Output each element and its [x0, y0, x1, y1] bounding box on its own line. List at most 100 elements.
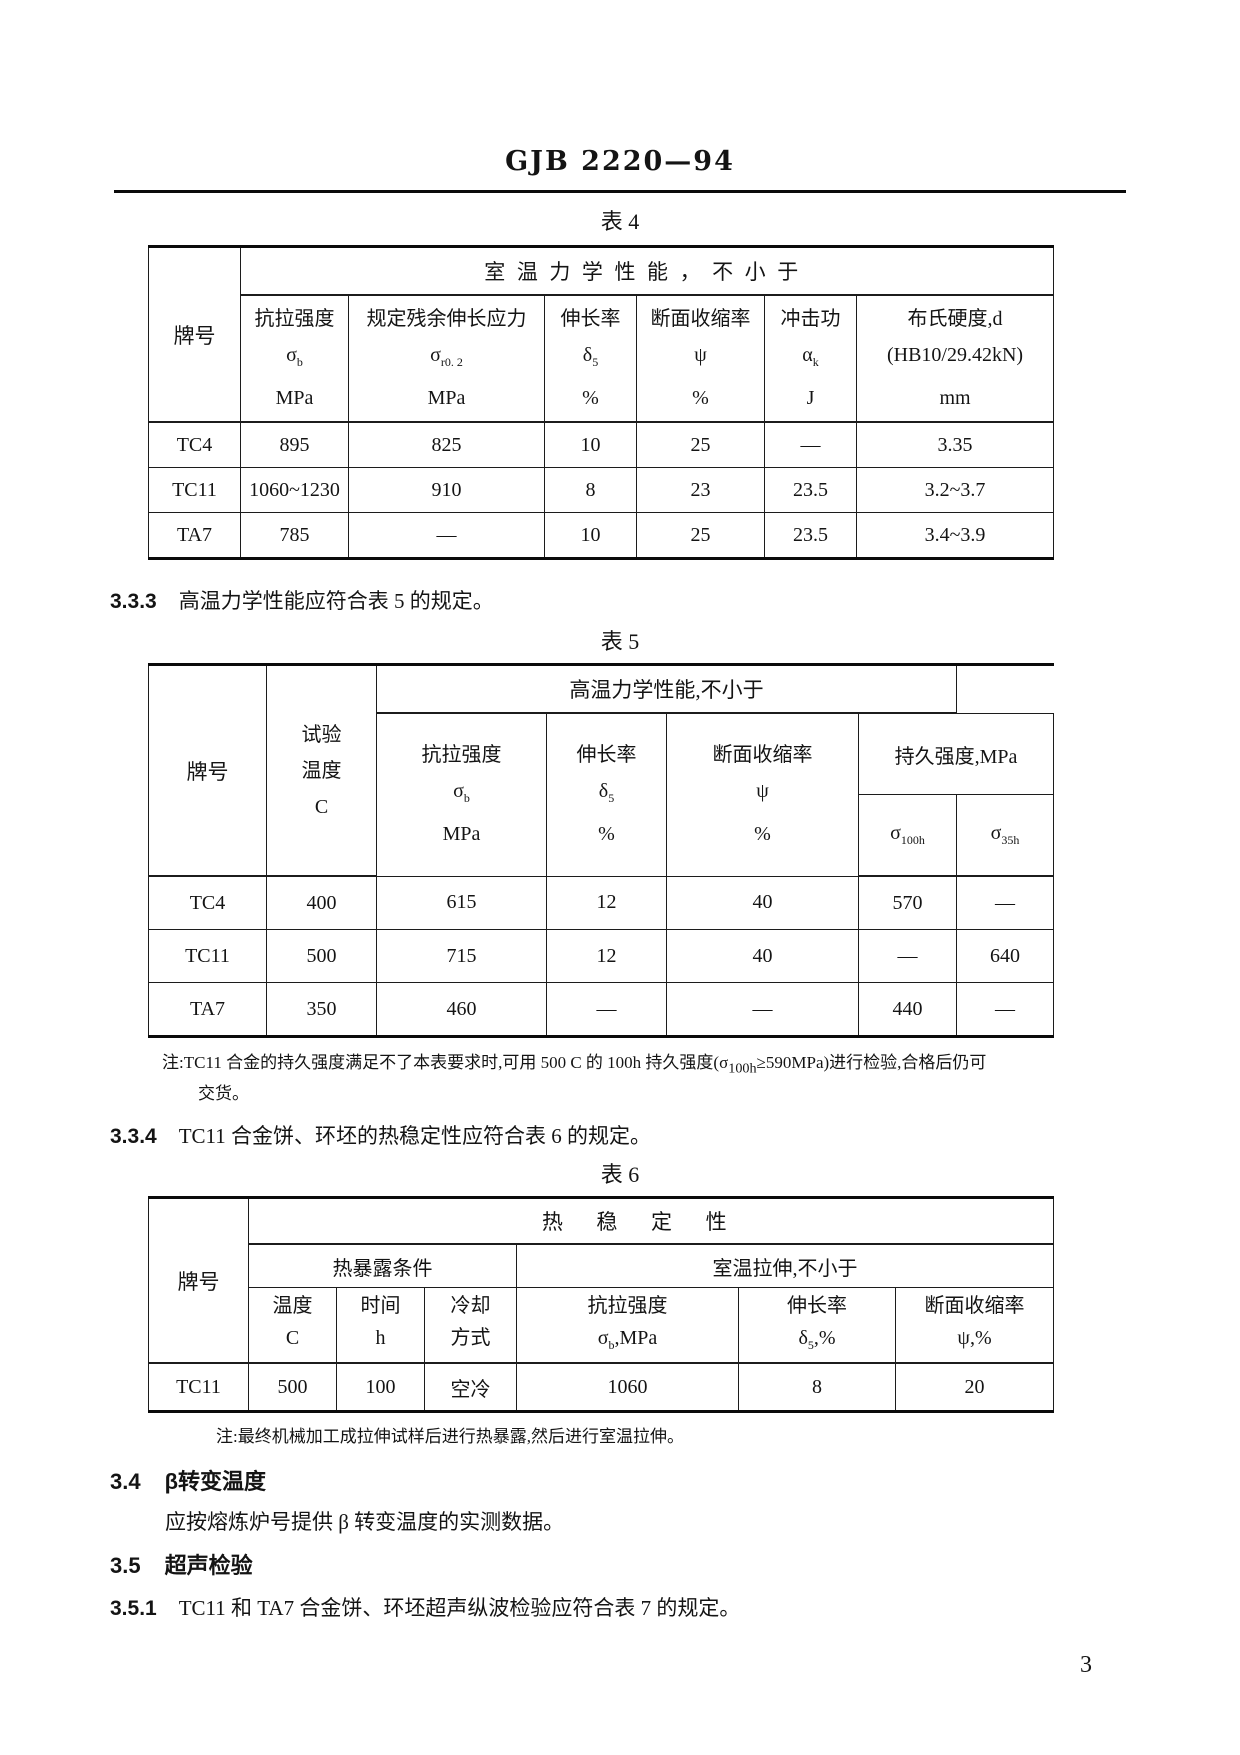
table5-cell: — — [858, 929, 957, 983]
grade-cell: TC11 — [148, 467, 241, 513]
table5-cell: 40 — [666, 929, 859, 983]
table-row: TC4 400 615 12 40 570 — — [148, 875, 1054, 930]
table5-cell: 350 — [266, 982, 377, 1037]
table6-cell: 1060 — [516, 1362, 739, 1413]
table4-cell: 10 — [544, 512, 637, 559]
table6-cell: 空冷 — [424, 1362, 517, 1413]
col-unit: C — [285, 1326, 300, 1349]
section-text: 高温力学性能应符合表 5 的规定。 — [178, 589, 494, 613]
col-title: 断面收缩率 — [924, 1294, 1025, 1317]
table4-col-impact: 冲击功 αk J — [764, 294, 857, 423]
col-title: 伸长率 — [787, 1294, 847, 1317]
table6-cell: 500 — [248, 1362, 337, 1413]
grade-cell: TC4 — [148, 421, 241, 468]
table5-cell: 640 — [956, 929, 1054, 983]
col-title: 抗拉强度 — [421, 744, 502, 767]
table4-span-header: 室温力学性能，不小于 — [239, 246, 1055, 296]
col-title: 伸长率 — [576, 744, 637, 767]
table5-subheader-row: 抗拉强度 σb MPa 伸长率 δ5 % 断面收缩率 ψ % 持久强度,MPa — [149, 712, 1054, 877]
table4-cell: 785 — [240, 512, 349, 559]
table5-cell: 615 — [376, 875, 547, 930]
grade-cell: TC11 — [148, 929, 267, 983]
col-unit: mm — [939, 387, 971, 409]
table5-temp-header: 试验 温度 C — [266, 664, 377, 877]
table6-cell: 20 — [894, 1362, 1055, 1413]
table5-cell: 12 — [546, 875, 667, 930]
col-title: 布氏硬度,d — [907, 308, 1003, 330]
table6-col-tensile: 抗拉强度 σb,MPa — [516, 1287, 739, 1365]
note-line: 交货。 — [198, 1084, 249, 1104]
col-symbol: δ5 — [598, 780, 615, 806]
table5-cell: 715 — [376, 929, 547, 983]
col-symbol: σr0. 2 — [430, 344, 463, 369]
table4-cell: 895 — [240, 421, 349, 468]
col-title: 抗拉强度 — [254, 308, 335, 330]
table6-col-reduction: 断面收缩率 ψ,% — [894, 1287, 1055, 1365]
grade-cell: TA7 — [148, 982, 267, 1037]
table6-grade-header: 牌号 — [148, 1197, 249, 1365]
table5-col-sigma35h: σ35h — [956, 794, 1054, 877]
section-3-5-1: 3.5.1 TC11 和 TA7 合金饼、环坯超声纵波检验应符合表 7 的规定。 — [110, 1593, 1240, 1624]
table4-cell: 910 — [348, 467, 545, 513]
table6-exposure-header: 热暴露条件 — [248, 1243, 517, 1289]
col-title: 伸长率 — [560, 308, 621, 330]
table5-col-elongation: 伸长率 δ5 % — [546, 712, 667, 877]
table5: 牌号 试验 温度 C 高温力学性能,不小于 抗拉强度 σb MPa 伸长率 δ5… — [148, 663, 1054, 1038]
table6-col-temp: 温度 C — [248, 1287, 337, 1365]
table4-cell: 25 — [636, 421, 765, 468]
table4-cell: 3.4~3.9 — [855, 512, 1055, 559]
table4-caption: 表 4 — [600, 209, 640, 234]
col-unit: MPa — [442, 823, 481, 846]
table4-cell: 23 — [636, 467, 765, 513]
col-title: 断面收缩率 — [712, 744, 813, 767]
col-unit: MPa — [275, 387, 314, 409]
table4-cell: 3.2~3.7 — [855, 467, 1055, 513]
col-title: 抗拉强度 — [587, 1294, 668, 1317]
table4-col-tensile: 抗拉强度 σb MPa — [240, 294, 349, 423]
section-number: 3.3.3 — [110, 590, 157, 613]
col-unit: % — [754, 823, 771, 846]
table5-col-sigma100h: σ100h — [858, 794, 957, 877]
table4-column-header-row: 抗拉强度 σb MPa 规定残余伸长应力 σr0. 2 MPa 伸长率 δ5 %… — [149, 294, 1055, 423]
col-symbol: ψ — [756, 780, 769, 803]
table6-cell: 100 — [336, 1362, 425, 1413]
table5-cell: 440 — [858, 982, 957, 1037]
table5-span-header: 高温力学性能,不小于 — [376, 664, 957, 714]
table5-col-tensile: 抗拉强度 σb MPa — [376, 712, 547, 877]
col-unit: J — [806, 387, 815, 409]
table4-cell: 3.35 — [855, 421, 1055, 468]
col-title: 冲击功 — [780, 308, 841, 330]
table4-cell: — — [348, 512, 545, 559]
table5-col-reduction: 断面收缩率 ψ % — [666, 712, 859, 877]
table5-cell: 40 — [666, 875, 859, 930]
table4-cell: 23.5 — [764, 512, 857, 559]
section-3-3-4: 3.3.4 TC11 合金饼、环坯的热稳定性应符合表 6 的规定。 — [110, 1121, 1240, 1152]
section-title: 超声检验 — [164, 1553, 253, 1579]
section-number: 3.3.4 — [110, 1125, 157, 1149]
table5-cell: — — [666, 982, 859, 1037]
table4-col-reduction: 断面收缩率 ψ % — [636, 294, 765, 423]
table5-grade-header: 牌号 — [148, 664, 267, 877]
grade-cell: TC11 — [148, 1362, 249, 1413]
table6-cell: 8 — [738, 1362, 896, 1413]
table6-col-time: 时间 h — [336, 1287, 425, 1365]
table4: 牌号 室温力学性能，不小于 抗拉强度 σb MPa 规定残余伸长应力 σr0. … — [148, 245, 1055, 560]
table6-span-row: 牌号 热稳定性 — [148, 1197, 1055, 1365]
table-row: TC11 500 715 12 40 — 640 — [148, 929, 1054, 983]
temp-line: 试验 — [301, 723, 342, 746]
section-number: 3.5 — [110, 1553, 141, 1579]
col-title: 时间 — [360, 1294, 401, 1317]
table5-caption: 表 5 — [600, 629, 640, 654]
grade-cell: TC4 — [148, 875, 267, 930]
table-row: TC11 500 100 空冷 1060 8 20 — [148, 1362, 1055, 1413]
col-title: 温度 — [272, 1294, 313, 1317]
table5-cell: — — [956, 982, 1054, 1037]
table-row: TC4 895 825 10 25 — 3.35 — [148, 421, 1055, 468]
col-unit: σb,MPa — [597, 1326, 658, 1352]
section-3-5-heading: 3.5 超声检验 — [110, 1551, 1240, 1581]
col-unit: 方式 — [450, 1326, 491, 1349]
note-line: 注:TC11 合金的持久强度满足不了本表要求时,可用 500 C 的 100h … — [162, 1053, 987, 1077]
table4-col-elongation: 伸长率 δ5 % — [544, 294, 637, 423]
section-3-3-3: 3.3.3 高温力学性能应符合表 5 的规定。 — [110, 586, 1240, 617]
section-number: 3.4 — [110, 1469, 141, 1495]
